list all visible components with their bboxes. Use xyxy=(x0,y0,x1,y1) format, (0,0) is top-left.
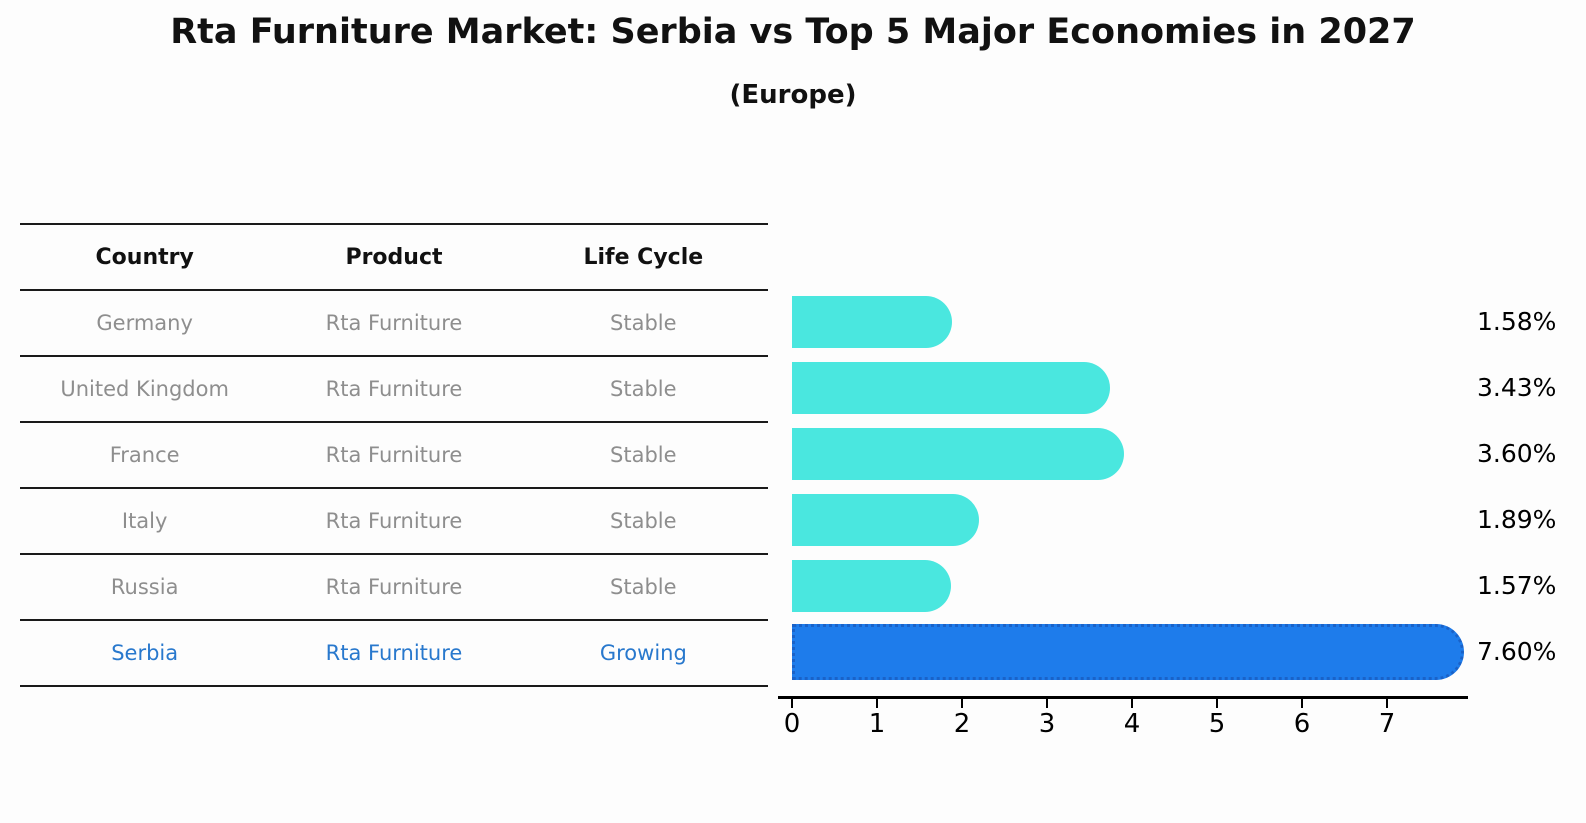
x-tick-label: 4 xyxy=(1123,709,1141,739)
x-tick xyxy=(791,699,793,708)
country-table: Country Product Life Cycle Germany Rta F… xyxy=(20,223,768,687)
x-tick-label: 6 xyxy=(1293,709,1311,739)
x-tick xyxy=(1216,699,1218,708)
bar-serbia-highlighted xyxy=(792,624,1464,680)
x-tick xyxy=(961,699,963,708)
cell-country: France xyxy=(109,443,180,467)
cell-product: Rta Furniture xyxy=(325,641,463,665)
table-row: Russia Rta Furniture Stable xyxy=(20,553,768,619)
cell-life-cycle: Stable xyxy=(610,575,677,599)
x-tick-label: 1 xyxy=(868,709,886,739)
cell-country: Serbia xyxy=(111,641,179,665)
cell-product: Rta Furniture xyxy=(325,575,463,599)
x-tick xyxy=(876,699,878,708)
chart-subtitle: (Europe) xyxy=(729,80,857,110)
col-header-country: Country xyxy=(95,244,194,270)
x-tick-label: 2 xyxy=(953,709,971,739)
value-label-italy: 1.89% xyxy=(1477,505,1557,534)
table-row-serbia: Serbia Rta Furniture Growing xyxy=(20,619,768,685)
bar-row-russia: 1.57% xyxy=(792,553,1556,619)
cell-product: Rta Furniture xyxy=(325,509,463,533)
cell-life-cycle: Stable xyxy=(610,443,677,467)
table-row: Germany Rta Furniture Stable xyxy=(20,289,768,355)
x-tick-label: 5 xyxy=(1208,709,1226,739)
x-tick xyxy=(1301,699,1303,708)
col-header-life-cycle: Life Cycle xyxy=(583,244,704,270)
col-header-product: Product xyxy=(345,244,443,270)
cell-country: Italy xyxy=(121,509,168,533)
chart-title: Rta Furniture Market: Serbia vs Top 5 Ma… xyxy=(170,12,1416,52)
cell-country: Russia xyxy=(110,575,179,599)
bar-row-france: 3.60% xyxy=(792,421,1556,487)
x-tick xyxy=(1386,699,1388,708)
cell-country: Germany xyxy=(96,311,193,335)
x-tick-label: 7 xyxy=(1378,709,1396,739)
table-header-row: Country Product Life Cycle xyxy=(20,223,768,289)
x-tick xyxy=(1131,699,1133,708)
table-row: France Rta Furniture Stable xyxy=(20,421,768,487)
cell-life-cycle: Stable xyxy=(610,509,677,533)
bar-united-kingdom xyxy=(792,362,1110,414)
x-tick xyxy=(1046,699,1048,708)
bar-france xyxy=(792,428,1124,480)
bar-germany xyxy=(792,296,953,348)
bar-row-germany: 1.58% xyxy=(792,289,1556,355)
table-row: United Kingdom Rta Furniture Stable xyxy=(20,355,768,421)
bar-russia xyxy=(792,560,952,612)
cell-product: Rta Furniture xyxy=(325,377,463,401)
value-label-germany: 1.58% xyxy=(1477,307,1557,336)
value-label-united-kingdom: 3.43% xyxy=(1477,373,1557,402)
table-row: Italy Rta Furniture Stable xyxy=(20,487,768,553)
x-axis: 0 1 2 3 4 5 6 7 xyxy=(778,696,1468,740)
cell-life-cycle: Stable xyxy=(610,377,677,401)
x-tick-label: 3 xyxy=(1038,709,1056,739)
cell-life-cycle: Stable xyxy=(610,311,677,335)
bar-row-italy: 1.89% xyxy=(792,487,1556,553)
bar-row-serbia: 7.60% xyxy=(792,619,1556,685)
value-label-serbia: 7.60% xyxy=(1477,637,1557,666)
x-axis-spine xyxy=(778,696,1468,699)
cell-product: Rta Furniture xyxy=(325,443,463,467)
bar-plot: 1.58% 3.43% 3.60% 1.89% 1.57% 7.60% xyxy=(792,289,1556,685)
bar-italy xyxy=(792,494,979,546)
cell-country: United Kingdom xyxy=(60,377,229,401)
value-label-france: 3.60% xyxy=(1477,439,1557,468)
x-tick-label: 0 xyxy=(783,709,801,739)
cell-product: Rta Furniture xyxy=(325,311,463,335)
cell-life-cycle: Growing xyxy=(599,641,687,665)
bar-row-united-kingdom: 3.43% xyxy=(792,355,1556,421)
value-label-russia: 1.57% xyxy=(1477,571,1557,600)
